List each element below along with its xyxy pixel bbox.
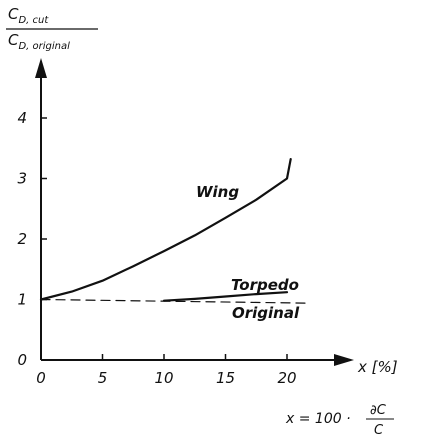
y-tick-label: 3 xyxy=(17,170,27,188)
series-line-torpedo xyxy=(162,291,289,302)
y-tick-label: 4 xyxy=(17,109,27,127)
data-series xyxy=(39,158,306,304)
axes xyxy=(35,58,354,366)
y-axis-title: CD, cut CD, original xyxy=(6,5,98,52)
y-title-numerator: CD, cut xyxy=(8,5,49,26)
y-axis-arrowhead xyxy=(35,58,47,78)
x-tick-label: 20 xyxy=(277,369,296,387)
x-definition-formula: x = 100 · ∂C C xyxy=(285,403,394,438)
series-label-original: Original xyxy=(232,304,300,322)
formula-numerator: ∂C xyxy=(370,403,387,418)
y-tick-label: 1 xyxy=(17,291,27,309)
x-axis-arrowhead xyxy=(334,354,354,366)
formula-lhs: x = 100 · xyxy=(285,411,351,427)
y-tick-label: 0 xyxy=(17,351,27,369)
x-axis-title: x [%] xyxy=(357,358,398,376)
series-label-torpedo: Torpedo xyxy=(231,276,299,294)
series-line-wing xyxy=(39,158,292,301)
axis-ticks: 0 5 10 15 20 0 1 2 3 4 xyxy=(17,109,296,387)
y-title-denominator: CD, original xyxy=(8,31,70,52)
series-label-wing: Wing xyxy=(196,183,239,201)
x-tick-label: 15 xyxy=(216,369,235,387)
series-labels: Wing Torpedo Original xyxy=(196,183,300,322)
formula-denominator: C xyxy=(374,423,384,438)
x-tick-label: 5 xyxy=(98,369,108,387)
y-tick-label: 2 xyxy=(17,230,27,248)
x-tick-label: 10 xyxy=(154,369,173,387)
x-tick-label: 0 xyxy=(36,369,46,387)
